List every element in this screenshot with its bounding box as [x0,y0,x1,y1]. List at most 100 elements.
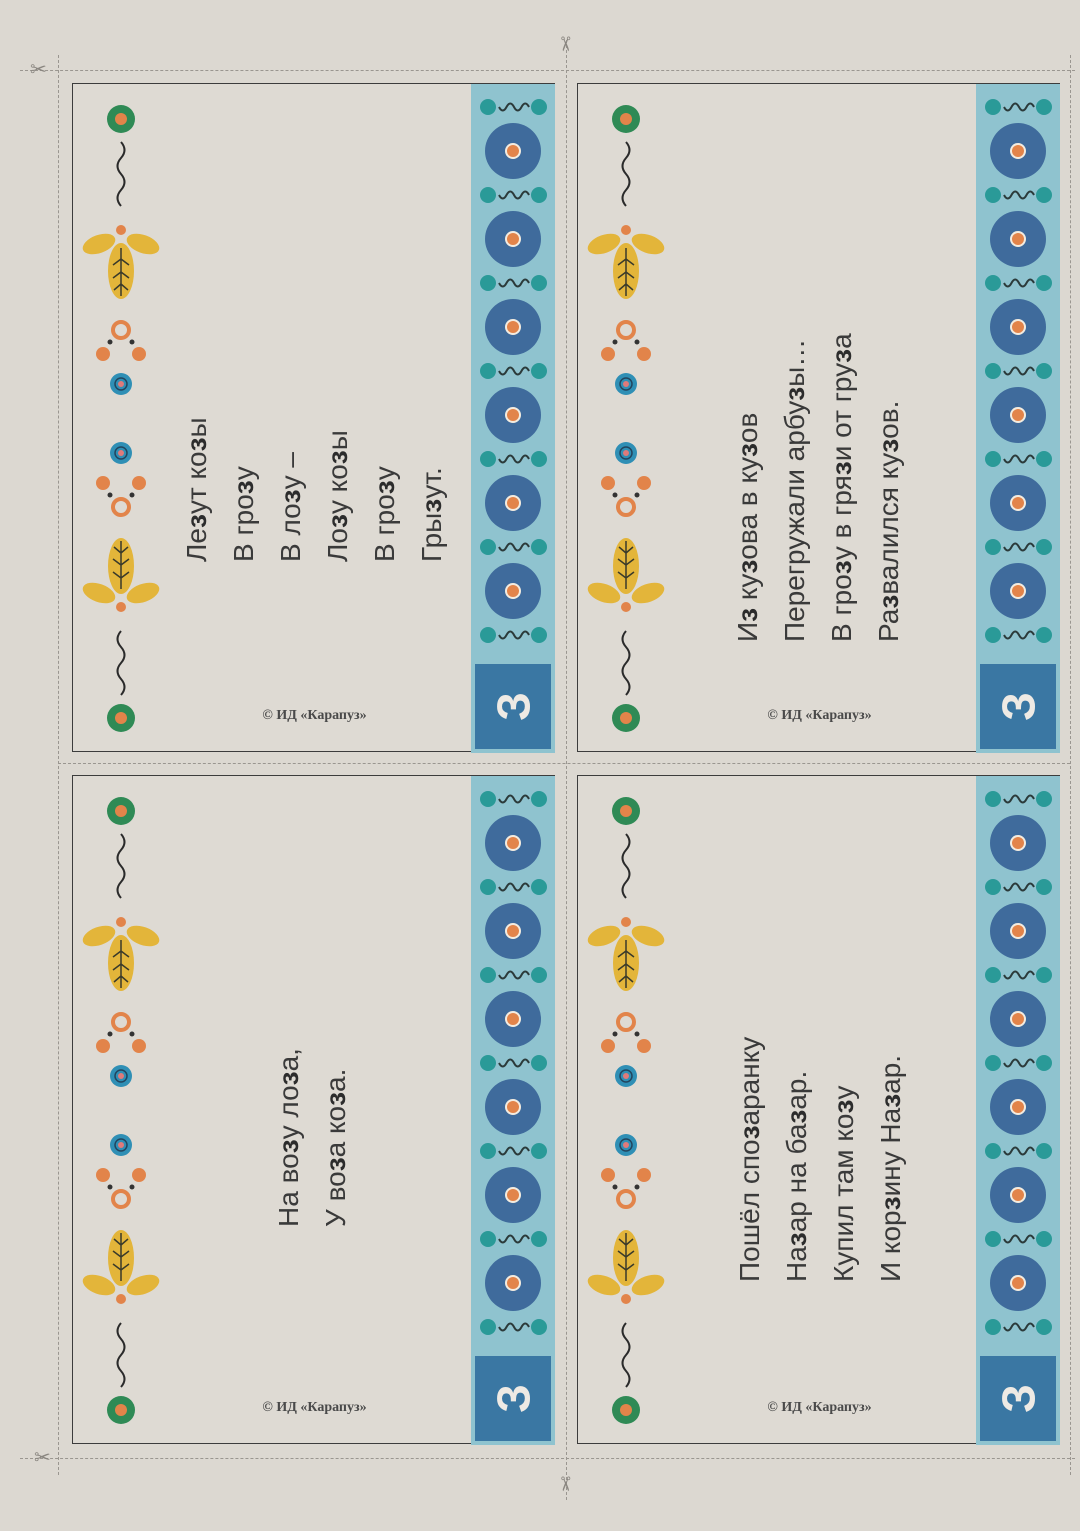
teal-dot [985,1143,1001,1159]
stem-wave-icon [621,833,631,899]
stem-wave-icon [116,1322,126,1388]
side-leaf [631,925,665,947]
poem-line: И корзину Назар. [875,1054,906,1282]
teal-dot [531,363,547,379]
scissors-icon: ✂ [34,1447,51,1469]
wave-icon [498,1322,530,1332]
poem: Лезут козы В грозу В лозу – Лозу козы В гроз… [173,417,455,562]
orange-ring [616,320,636,340]
blue-flower-center [118,1073,124,1079]
orange-ring [111,497,131,517]
leaf-veins [617,1233,635,1281]
wave-icon [498,630,530,640]
blue-flower-ring [114,377,128,391]
orange-dot [96,1168,110,1182]
blue-flower-center [623,450,629,456]
teal-dot [480,627,496,643]
blue-flower-ring [619,377,633,391]
orange-ring [111,1012,131,1032]
circle-center [507,497,519,509]
poem-line: В грозу [228,466,259,562]
poem-line: Грызут. [416,467,447,562]
circle-center [1012,925,1024,937]
wave-icon [498,1146,530,1156]
poem-line: В грозу [369,466,400,562]
ornament-group [587,1134,665,1424]
side-leaf [587,233,621,255]
card-2: Из кузова в кузов Перегружали арбузы… В гр… [577,83,1060,753]
letter-badge-bg [475,664,551,749]
orange-dot [601,347,615,361]
stem-wave-icon [621,630,631,696]
poem-line: Пошёл спозаранку [734,1036,765,1282]
teal-dot [985,451,1001,467]
side-leaf [631,233,665,255]
card-1: Лезут козы В грозу В лозу – Лозу козы В гроз… [72,83,555,753]
black-dot [107,1031,113,1037]
ornament-group [587,797,665,1087]
wave-icon [1003,1234,1035,1244]
teal-dot [480,879,496,895]
wave-icon [1003,366,1035,376]
black-dot [612,1184,618,1190]
stem-wave-icon [621,141,631,207]
teal-dot [480,791,496,807]
poem-line: У воза коза. [320,1068,351,1227]
black-dot [129,492,135,498]
circle-center [1012,321,1024,333]
flower-center [620,712,632,724]
teal-dot [531,627,547,643]
side-leaf [126,582,160,604]
teal-dot [480,1319,496,1335]
poem-line: В лозу – [275,452,306,562]
ornament-group [82,1134,160,1424]
orange-ring [111,320,131,340]
stem-wave-icon [116,833,126,899]
circle-center [1012,837,1024,849]
poem-line: Назар на базар. [781,1070,812,1282]
teal-dot [1036,275,1052,291]
black-dot [612,492,618,498]
orange-dot [601,1039,615,1053]
cut-line [58,55,59,1475]
teal-dot [1036,99,1052,115]
teal-dot [985,539,1001,555]
circle-center [1012,585,1024,597]
black-dot [129,339,135,345]
blue-flower-ring [114,1069,128,1083]
stem-wave-icon [116,630,126,696]
teal-dot [480,275,496,291]
teal-dot [480,99,496,115]
letter-badge: З [487,692,539,721]
stem-wave-icon [116,141,126,207]
wave-icon [498,102,530,112]
poem: Из кузова в кузов Перегружали арбузы… В гр… [724,333,912,642]
cut-line [20,1458,1075,1459]
circle-center [507,837,519,849]
blue-flower-center [118,1142,124,1148]
leaf-veins [112,541,130,589]
orange-dot [621,602,631,612]
teal-dot [531,879,547,895]
wave-icon [498,278,530,288]
circle-center [507,925,519,937]
wave-icon [498,1058,530,1068]
black-dot [634,1031,640,1037]
orange-dot [637,1039,651,1053]
orange-ring [616,497,636,517]
ornament-group [82,105,160,395]
leaf-veins [617,248,635,296]
side-leaf [587,1274,621,1296]
wave-icon [498,366,530,376]
orange-dot [637,476,651,490]
teal-dot [480,1055,496,1071]
side-leaf [82,1274,116,1296]
teal-dot [985,363,1001,379]
circle-center [1012,1277,1024,1289]
leaf-veins [112,248,130,296]
teal-dot [1036,1055,1052,1071]
ornament-group [587,105,665,395]
side-leaf [82,233,116,255]
side-leaf [587,582,621,604]
blue-flower-center [623,381,629,387]
